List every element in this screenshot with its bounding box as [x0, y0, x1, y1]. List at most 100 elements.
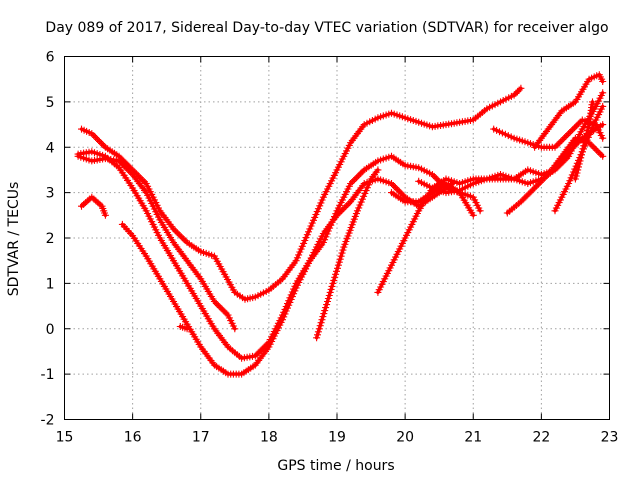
data-point-marker: [286, 298, 294, 306]
data-point-marker: [357, 198, 365, 206]
data-point-marker: [572, 172, 580, 180]
data-point-marker: [300, 239, 308, 247]
data-point-marker: [334, 261, 342, 269]
data-point-marker: [571, 175, 579, 183]
data-point-marker: [303, 231, 311, 239]
data-point-marker: [517, 84, 525, 92]
data-point-marker: [279, 316, 286, 324]
data-point-marker: [566, 177, 574, 185]
data-point-marker: [337, 252, 345, 260]
data-point-marker: [514, 88, 521, 96]
data-point-marker: [287, 296, 295, 303]
data-point-marker: [321, 307, 329, 315]
data-point-marker: [335, 258, 343, 266]
data-point-marker: [579, 145, 587, 153]
data-point-marker: [589, 98, 596, 106]
data-point-marker: [317, 199, 325, 207]
data-point-marker: [314, 205, 322, 213]
data-point-marker: [307, 222, 315, 230]
data-point-marker: [515, 86, 523, 94]
data-point-marker: [576, 157, 584, 165]
data-point-marker: [338, 249, 346, 257]
data-point-marker: [580, 142, 588, 150]
series-sat-f: [176, 323, 191, 333]
x-axis-label: GPS time / hours: [277, 458, 394, 474]
data-point-marker: [183, 325, 191, 333]
data-point-marker: [339, 246, 347, 254]
data-point-marker: [325, 292, 333, 299]
data-point-marker: [578, 151, 585, 159]
y-tick-label: 1: [46, 276, 55, 292]
data-point-marker: [301, 237, 309, 244]
data-point-marker: [582, 133, 590, 141]
data-point-marker: [476, 207, 484, 215]
series-sat-o: [571, 98, 596, 183]
data-point-marker: [296, 248, 304, 256]
data-point-marker: [574, 166, 582, 174]
data-point-marker: [334, 264, 341, 272]
data-point-marker: [584, 127, 591, 135]
data-point-marker: [295, 251, 303, 259]
series-sat-a: [78, 84, 525, 303]
data-point-marker: [578, 148, 586, 156]
data-point-marker: [599, 121, 607, 129]
data-point-marker: [316, 322, 324, 330]
data-point-marker: [581, 136, 589, 144]
x-tick-label: 15: [56, 430, 74, 446]
data-point-marker: [584, 124, 592, 132]
data-point-marker: [291, 287, 299, 295]
data-point-marker: [318, 316, 326, 324]
data-point-marker: [329, 279, 337, 287]
series-sat-g: [313, 166, 382, 342]
data-point-marker: [298, 242, 306, 250]
data-point-marker: [313, 208, 321, 216]
x-tick-label: 18: [260, 430, 278, 446]
data-point-marker: [311, 213, 319, 221]
data-point-marker: [366, 178, 374, 186]
data-point-marker: [353, 207, 361, 215]
data-point-marker: [284, 304, 291, 312]
data-point-marker: [504, 132, 512, 140]
data-point-marker: [599, 89, 607, 97]
data-point-marker: [101, 211, 109, 219]
data-point-marker: [281, 310, 289, 318]
x-tick-label: 21: [464, 430, 482, 446]
data-point-marker: [326, 288, 334, 296]
data-point-marker: [361, 190, 369, 197]
data-point-marker: [288, 293, 296, 301]
data-point-marker: [332, 270, 340, 278]
data-point-marker: [510, 91, 518, 99]
data-point-marker: [333, 267, 340, 275]
data-point-marker: [324, 298, 331, 305]
data-point-marker: [317, 319, 325, 327]
y-tick-label: 6: [46, 50, 55, 66]
y-tick-label: -1: [41, 367, 55, 383]
x-tick-label: 20: [396, 430, 414, 446]
data-series: [74, 71, 607, 378]
data-point-marker: [507, 133, 515, 141]
grid: [64, 56, 610, 420]
y-tick-label: 5: [46, 95, 55, 111]
data-point-marker: [599, 134, 607, 142]
data-point-marker: [575, 163, 582, 171]
data-point-marker: [469, 211, 477, 219]
data-point-marker: [313, 334, 321, 342]
axis-ticks: [64, 56, 610, 420]
y-tick-label: 3: [46, 186, 55, 202]
data-point-marker: [315, 325, 323, 333]
data-point-marker: [577, 154, 585, 162]
data-point-marker: [306, 225, 314, 233]
data-point-marker: [316, 202, 324, 210]
data-point-marker: [358, 195, 366, 203]
data-point-marker: [319, 313, 327, 321]
data-point-marker: [501, 130, 509, 138]
x-tick-label: 16: [124, 430, 142, 446]
data-point-marker: [496, 128, 503, 136]
data-point-marker: [327, 285, 335, 293]
data-point-marker: [305, 228, 312, 236]
x-tick-label: 23: [601, 430, 619, 446]
series-sat-d: [78, 193, 109, 219]
data-point-marker: [314, 328, 322, 336]
